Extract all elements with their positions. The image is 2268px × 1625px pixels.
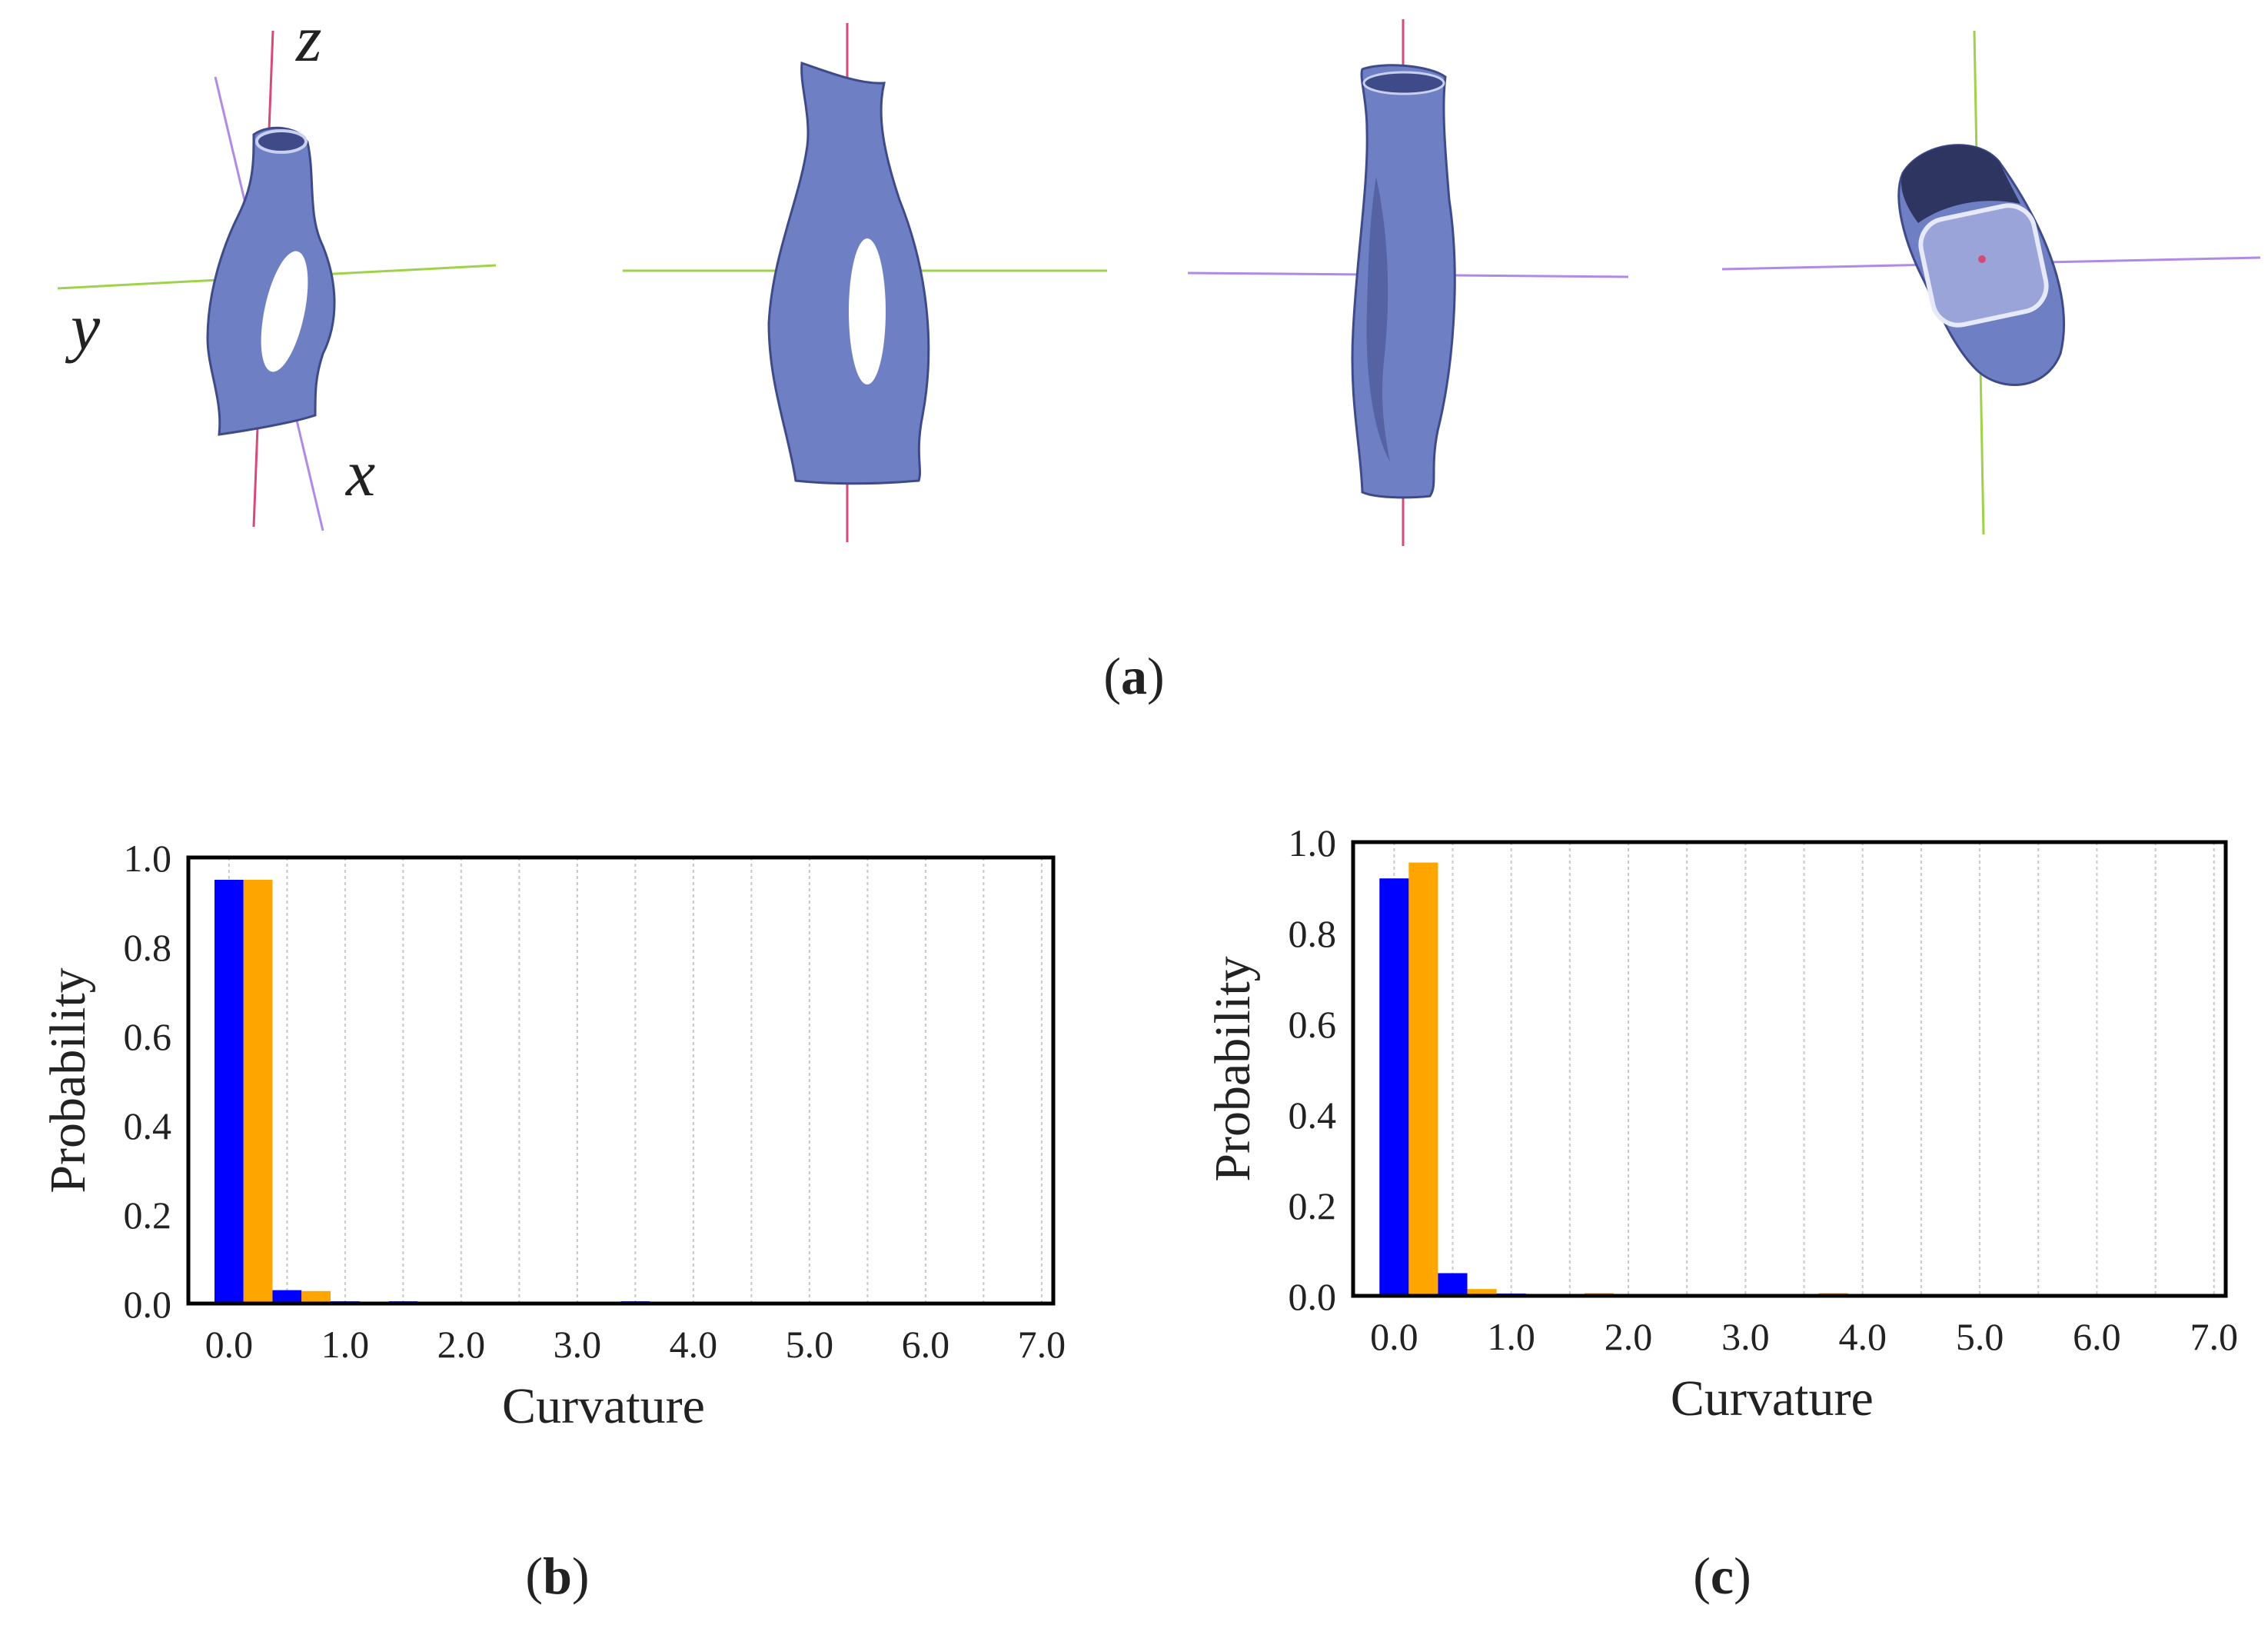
y-tick-label: 0.6 <box>1289 1003 1337 1046</box>
x-tick-label: 6.0 <box>2073 1315 2121 1358</box>
caption-open: ( <box>525 1547 544 1605</box>
mesh-view-side <box>1187 19 1629 546</box>
x-tick-label: 5.0 <box>1956 1315 2004 1358</box>
y-tick-label: 0.0 <box>1289 1275 1337 1318</box>
x-tick-label: 2.0 <box>437 1323 486 1366</box>
caption-close: ) <box>1147 647 1165 705</box>
plot-frame <box>1351 840 2228 1298</box>
vase-opening <box>255 129 308 154</box>
vase-handle-hole <box>261 251 308 372</box>
y-tick-label: 0.8 <box>124 926 172 969</box>
x-tick-label: 4.0 <box>1838 1315 1887 1358</box>
mesh-view-oblique <box>57 30 497 531</box>
x-tick-label: 3.0 <box>1721 1315 1770 1358</box>
bar <box>243 880 273 1304</box>
x-axis-title: Curvature <box>1671 1370 1874 1427</box>
x-axis-label: x <box>346 436 376 510</box>
caption-open: ( <box>1693 1547 1711 1605</box>
caption-close: ) <box>571 1547 590 1605</box>
vase-opening <box>1362 71 1445 95</box>
mesh-views-panel <box>57 19 2261 546</box>
x-tick-label: 3.0 <box>554 1323 602 1366</box>
caption-letter: b <box>543 1547 572 1605</box>
origin-point <box>1978 255 1986 263</box>
x-tick-label: 6.0 <box>902 1323 950 1366</box>
y-axis-title: Probability <box>40 967 96 1193</box>
bar <box>301 1290 331 1304</box>
vase-mesh-side <box>1351 64 1456 499</box>
histogram-b: 0.0 0.2 0.4 0.6 0.8 1.0 0.0 1.0 2.0 3.0 4.0 5.0 6.0 7… <box>40 837 1066 1430</box>
y-tick-label: 0.4 <box>124 1104 172 1147</box>
y-tick-label: 0.0 <box>124 1283 172 1326</box>
bar <box>1467 1289 1497 1296</box>
caption-letter: c <box>1710 1547 1734 1605</box>
y-tick-label: 0.2 <box>1289 1184 1337 1227</box>
mesh-view-front <box>623 23 1107 542</box>
bar <box>272 1290 302 1304</box>
y-tick-label: 0.4 <box>1289 1094 1337 1137</box>
caption-c: (c) <box>1645 1546 1799 1607</box>
x-tick-label: 1.0 <box>1487 1315 1535 1358</box>
y-tick-label: 0.6 <box>124 1015 172 1058</box>
histogram-c: 0.0 0.2 0.4 0.6 0.8 1.0 0.0 1.0 2.0 3.0 4.0 5.0 6.0 7… <box>1205 821 2239 1427</box>
bar <box>214 880 244 1304</box>
vase-mesh-front <box>767 61 930 485</box>
vase-mesh-oblique <box>206 126 336 436</box>
x-tick-label: 1.0 <box>321 1323 370 1366</box>
y-axis-label: y <box>71 290 101 364</box>
y-axis-title: Probability <box>1205 956 1261 1181</box>
vase-inner-shadow <box>1366 177 1390 461</box>
bar <box>1379 878 1409 1296</box>
x-tick-label: 0.0 <box>1370 1315 1418 1358</box>
x-tick-label: 7.0 <box>1018 1323 1066 1366</box>
vase-opening <box>1918 203 2049 328</box>
caption-open: ( <box>1103 647 1121 705</box>
x-tick-label: 5.0 <box>786 1323 834 1366</box>
vase-handle-hole <box>849 238 886 385</box>
bar <box>1408 862 1438 1296</box>
caption-letter: a <box>1121 647 1147 705</box>
caption-close: ) <box>1734 1547 1751 1605</box>
vase-top-dark-band <box>1901 145 2020 223</box>
caption-b: (b) <box>481 1546 634 1607</box>
x-axis-title: Curvature <box>502 1378 705 1430</box>
y-tick-label: 1.0 <box>1289 821 1337 864</box>
x-tick-label: 2.0 <box>1605 1315 1653 1358</box>
mesh-view-top <box>1721 30 2261 535</box>
x-tick-label: 4.0 <box>670 1323 718 1366</box>
x-tick-label: 7.0 <box>2190 1315 2239 1358</box>
caption-a: (a) <box>1057 646 1211 707</box>
bar <box>1438 1273 1468 1296</box>
y-tick-label: 0.8 <box>1289 912 1337 955</box>
y-tick-label: 0.2 <box>124 1194 172 1237</box>
plot-frame <box>186 855 1056 1306</box>
x-tick-label: 0.0 <box>205 1323 254 1366</box>
y-tick-label: 1.0 <box>124 837 172 880</box>
z-axis-label: z <box>296 2 322 75</box>
